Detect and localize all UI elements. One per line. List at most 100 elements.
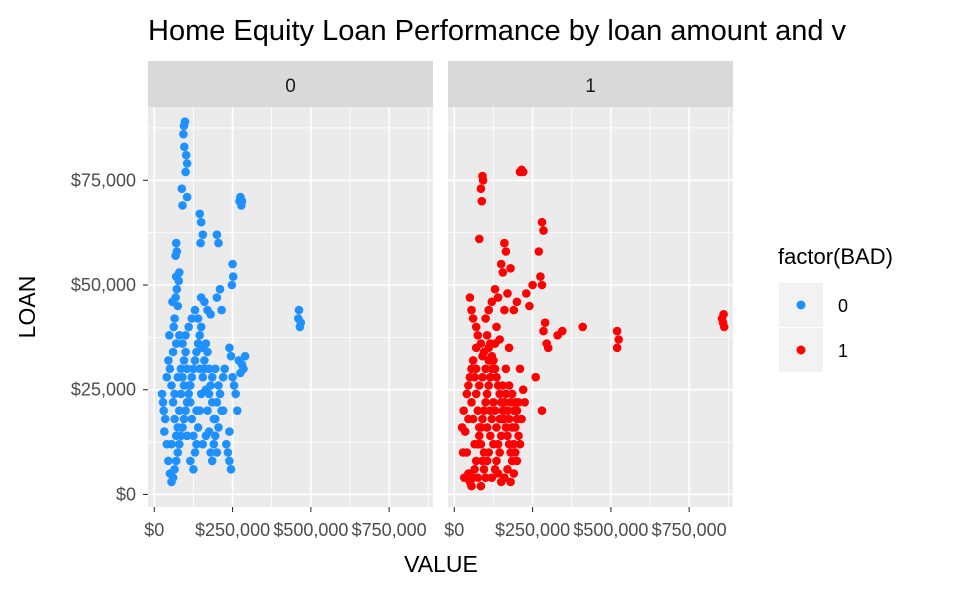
data-point	[195, 331, 204, 340]
data-point	[158, 398, 168, 407]
data-point	[537, 217, 547, 227]
data-point	[171, 456, 181, 466]
data-point	[164, 456, 173, 466]
data-point	[170, 389, 179, 399]
data-point	[482, 331, 492, 340]
data-point	[211, 364, 220, 374]
facet-strip-1	[448, 61, 733, 107]
data-point	[468, 314, 478, 323]
data-point	[165, 364, 175, 374]
data-point	[473, 331, 483, 340]
data-point	[172, 247, 182, 256]
legend-title: factor(BAD)	[778, 244, 893, 269]
data-point	[507, 389, 517, 399]
data-point	[240, 351, 250, 361]
data-point	[511, 448, 520, 457]
data-point	[181, 167, 190, 177]
x-tick-label: $750,000	[352, 520, 427, 540]
data-point	[490, 364, 500, 374]
data-point	[184, 389, 193, 399]
data-point	[170, 465, 179, 474]
gridlines-0	[148, 107, 433, 507]
data-point	[168, 473, 178, 483]
data-point	[495, 414, 505, 424]
data-point	[176, 389, 186, 399]
data-point	[190, 305, 200, 315]
data-point	[198, 230, 208, 239]
data-point	[218, 372, 228, 382]
points-facet-1	[457, 165, 729, 491]
data-point	[173, 372, 183, 382]
chart-title: Home Equity Loan Performance by loan amo…	[148, 15, 847, 47]
data-point	[178, 201, 187, 210]
data-point	[464, 414, 473, 424]
y-tick-label: $50,000	[71, 275, 136, 295]
data-point	[482, 389, 492, 399]
data-point	[512, 456, 522, 466]
data-point	[486, 431, 495, 441]
data-point	[522, 289, 531, 298]
data-point	[503, 289, 512, 298]
data-point	[204, 364, 214, 374]
data-point	[478, 372, 487, 382]
data-point	[162, 372, 172, 382]
legend-label-0: 0	[838, 296, 848, 316]
data-point	[200, 297, 209, 307]
data-point	[207, 398, 217, 407]
data-point	[490, 339, 500, 348]
x-tick-label: $0	[144, 520, 164, 540]
data-point	[500, 238, 509, 248]
data-point	[228, 259, 237, 269]
data-point	[470, 465, 479, 474]
x-axis-1: $0 $250,000 $500,000 $750,000	[444, 507, 727, 540]
data-point	[515, 439, 525, 449]
data-point	[201, 431, 211, 441]
data-point	[612, 343, 622, 353]
data-point	[509, 469, 519, 478]
data-point	[515, 364, 525, 374]
data-point	[536, 272, 545, 281]
data-point	[476, 481, 486, 491]
data-point	[475, 423, 484, 432]
data-point	[214, 423, 223, 432]
data-point	[212, 448, 222, 457]
data-point	[206, 381, 215, 390]
data-point	[484, 381, 494, 390]
data-point	[476, 439, 486, 449]
data-point	[507, 423, 517, 432]
data-point	[481, 314, 490, 323]
data-point	[171, 238, 181, 248]
data-point	[477, 196, 487, 206]
data-point	[168, 347, 178, 357]
data-point	[495, 448, 505, 457]
data-point	[217, 406, 226, 416]
data-point	[471, 389, 481, 399]
data-point	[517, 414, 526, 424]
data-point	[189, 364, 198, 374]
data-point	[482, 456, 492, 466]
data-point	[187, 414, 197, 424]
data-point	[496, 431, 506, 441]
data-point	[215, 284, 225, 294]
data-point	[233, 406, 242, 416]
data-point	[498, 268, 508, 277]
data-point	[496, 259, 506, 269]
data-point	[164, 356, 173, 365]
facet-panel-0: 0	[148, 61, 433, 507]
data-point	[206, 448, 215, 457]
y-tick-label: $25,000	[71, 380, 136, 400]
data-point	[493, 469, 503, 478]
data-point	[179, 414, 189, 424]
panel-background-0	[148, 107, 433, 507]
data-point	[614, 335, 623, 344]
facet-panel-1: 1	[448, 61, 733, 507]
data-point	[503, 431, 512, 441]
data-point	[478, 351, 487, 361]
data-point	[179, 356, 189, 365]
data-point	[486, 406, 495, 416]
data-point	[467, 305, 476, 315]
data-point	[227, 280, 237, 290]
data-point	[717, 314, 727, 323]
data-point	[501, 364, 511, 374]
data-point	[181, 150, 191, 160]
